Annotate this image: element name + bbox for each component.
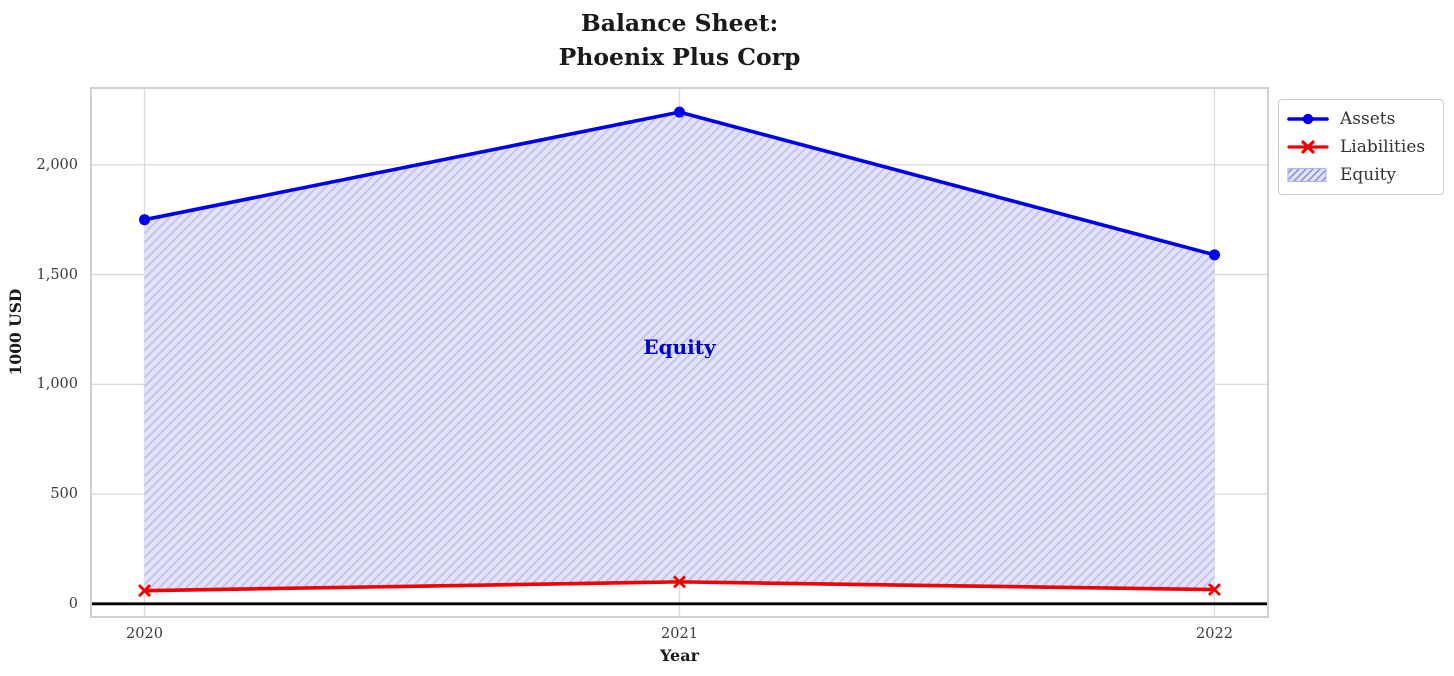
assets-line-icon [1287,113,1329,125]
liabilities-marker [1208,583,1221,597]
legend: Assets Liabilities Equity [1278,99,1444,195]
x-tick-label: 2020 [126,626,163,642]
legend-item-liabilities: Liabilities [1287,133,1435,161]
liabilities-line-icon [1287,140,1329,154]
y-tick-label: 1,000 [36,376,78,393]
y-tick-label: 0 [68,595,78,612]
liabilities-marker [673,575,686,589]
assets-marker [674,106,685,118]
x-tick-label: 2022 [1196,626,1233,642]
legend-label-liabilities: Liabilities [1340,137,1426,157]
chart-title-line1: Balance Sheet: [580,9,779,37]
chart-title-line2: Phoenix Plus Corp [558,43,801,71]
assets-marker [139,214,150,226]
legend-label-assets: Assets [1340,109,1396,129]
plot-border [90,87,1269,618]
assets-marker [1209,249,1220,261]
equity-annotation: Equity [643,335,716,359]
equity-patch-icon [1287,167,1327,183]
legend-item-assets: Assets [1287,105,1435,133]
chart-title: Balance Sheet: Phoenix Plus Corp [0,6,1359,74]
y-tick-label: 500 [50,486,78,503]
liabilities-marker [138,584,151,598]
y-tick-label: 1,500 [36,266,78,283]
equity-area [144,112,1215,591]
legend-item-equity: Equity [1287,161,1435,189]
legend-label-equity: Equity [1340,165,1397,185]
y-axis-label: 1000 USD [6,288,25,376]
x-tick-label: 2021 [661,626,698,642]
x-axis-label: Year [659,646,699,665]
y-tick-label: 2,000 [36,156,78,173]
